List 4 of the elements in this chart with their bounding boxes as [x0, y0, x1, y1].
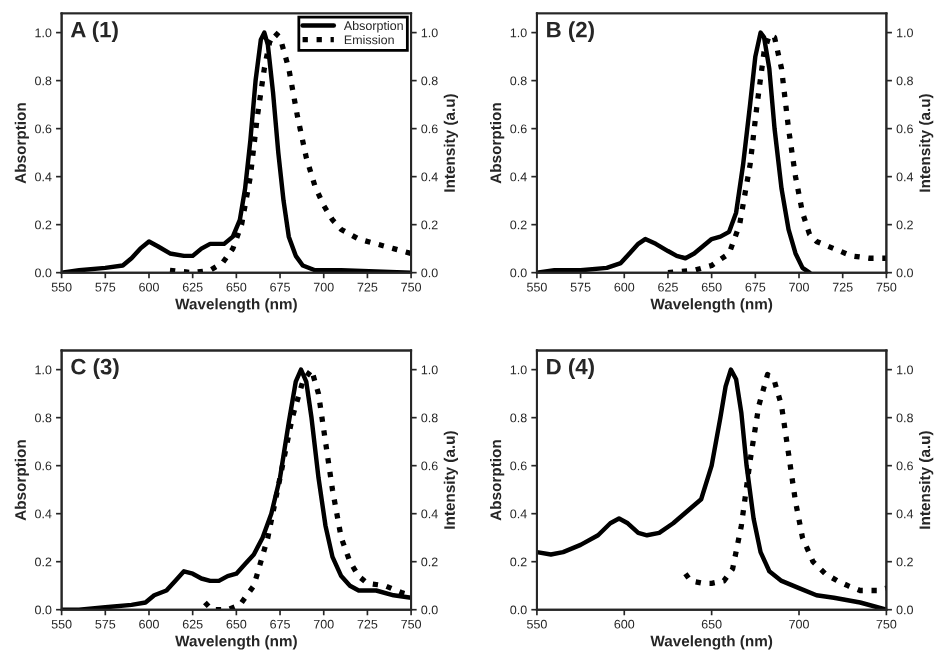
chart-title: C (3): [71, 358, 119, 379]
chart-title: D (4): [547, 358, 594, 379]
chart-title: A (1): [70, 21, 118, 42]
chart-title: B (2): [547, 21, 594, 42]
